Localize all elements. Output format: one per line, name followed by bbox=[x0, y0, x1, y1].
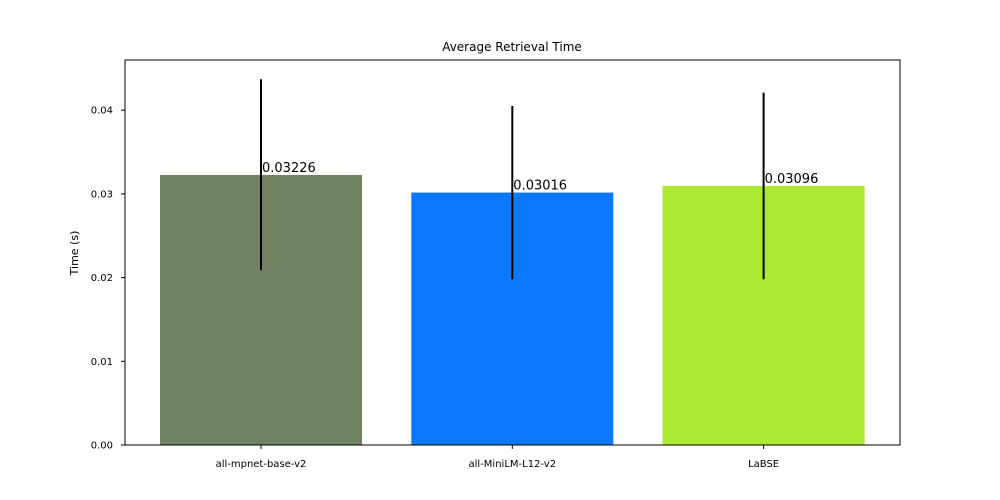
chart-title: Average Retrieval Time bbox=[442, 40, 582, 54]
data-label-1: 0.03016 bbox=[513, 179, 567, 194]
y-tick-label-2: 0.02 bbox=[91, 273, 113, 284]
x-tick-label-2: LaBSE bbox=[748, 459, 779, 470]
y-tick-label-3: 0.03 bbox=[91, 189, 113, 200]
x-tick-label-0: all-mpnet-base-v2 bbox=[216, 459, 307, 470]
y-axis-label: Time (s) bbox=[68, 231, 81, 277]
data-label-2: 0.03096 bbox=[765, 172, 819, 187]
error-bars-group bbox=[260, 79, 765, 280]
x-axis: all-mpnet-base-v2 all-MiniLM-L12-v2 LaBSE bbox=[216, 445, 779, 470]
x-tick-label-1: all-MiniLM-L12-v2 bbox=[469, 459, 557, 470]
y-axis: 0.00 0.01 0.02 0.03 0.04 bbox=[91, 106, 125, 452]
data-label-0: 0.03226 bbox=[262, 161, 316, 176]
y-tick-label-1: 0.01 bbox=[91, 357, 113, 368]
y-tick-label-4: 0.04 bbox=[91, 106, 113, 117]
data-labels-group: 0.03226 0.03016 0.03096 bbox=[262, 161, 818, 194]
y-tick-label-0: 0.00 bbox=[91, 441, 113, 452]
